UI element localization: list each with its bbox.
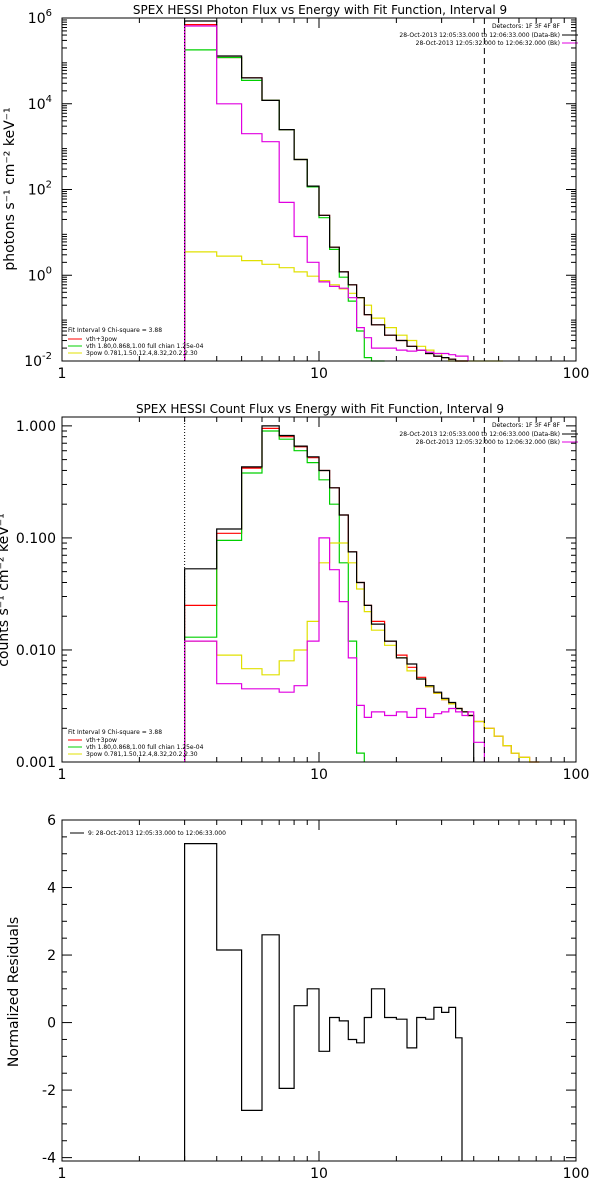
photon-flux-fit-line-1: vth+3pow xyxy=(86,336,117,343)
y-tick-label: 100 xyxy=(28,265,52,284)
y-tick-label: 4 xyxy=(47,881,56,897)
x-tick-label: 100 xyxy=(563,1166,590,1182)
photon-flux-time-bk: 28-Oct-2013 12:05:32.000 to 12:06:32.000… xyxy=(416,40,560,47)
photon-flux-ylabel: photons s⁻¹ cm⁻² keV⁻¹ xyxy=(2,107,18,270)
count-flux-series xyxy=(184,425,540,763)
series-line-1 xyxy=(184,430,365,762)
y-tick-label: 102 xyxy=(28,180,52,199)
series-line-3 xyxy=(184,425,475,762)
y-tick-label-base: 10 xyxy=(28,11,46,27)
y-tick-label-exponent: 2 xyxy=(46,180,52,191)
count-flux-markers xyxy=(184,417,485,762)
series-line-1 xyxy=(184,49,385,362)
photon-flux-legend: Detectors: 1F 3F 4F 8F 28-Oct-2013 12:05… xyxy=(399,23,578,47)
count-flux-fit-legend: Fit Interval 9 Chi-square = 3.88 vth+3po… xyxy=(68,729,204,758)
photon-flux-series xyxy=(184,20,503,362)
x-tick-label: 100 xyxy=(563,366,590,382)
residuals-ticks: 1 10 100 -4 -2 0 2 4 6 xyxy=(42,813,589,1182)
count-flux-legend: Detectors: 1F 3F 4F 8F 28-Oct-2013 12:05… xyxy=(399,422,578,446)
y-tick-label-exponent: 4 xyxy=(46,94,52,105)
x-tick-label: 10 xyxy=(310,366,328,382)
y-tick-label: 1.000 xyxy=(16,419,56,435)
count-flux-fit-line-2: vth 1.80,0.868,1.00 full chian 1.25e-04 xyxy=(86,744,204,751)
photon-flux-time-data: 28-Oct-2013 12:05:33.000 to 12:06:33.000… xyxy=(399,32,560,39)
series-line-2 xyxy=(184,542,540,763)
residuals-series xyxy=(184,843,463,1161)
photon-flux-fit-line-2: vth 1.80,0.868,1.00 full chian 1.25e-04 xyxy=(86,343,204,350)
count-flux-panel: SPEX HESSI Count Flux vs Energy with Fit… xyxy=(0,402,589,783)
photon-flux-frame xyxy=(61,17,577,362)
residuals-frame xyxy=(61,819,577,1162)
count-flux-fit-header: Fit Interval 9 Chi-square = 3.88 xyxy=(68,729,162,736)
photon-flux-panel: SPEX HESSI Photon Flux vs Energy with Fi… xyxy=(2,3,589,382)
photon-flux-title: SPEX HESSI Photon Flux vs Energy with Fi… xyxy=(133,3,507,17)
series-line-2 xyxy=(184,251,503,362)
count-flux-frame xyxy=(61,416,577,763)
photon-flux-fit-line-3: 3pow 0.781,1.50,12.4,8.32,20.2,2.30 xyxy=(86,350,198,357)
y-tick-label: 104 xyxy=(28,94,52,113)
count-flux-ylabel: counts s⁻¹ cm⁻² keV⁻¹ xyxy=(0,513,12,667)
x-tick-label: 1 xyxy=(58,767,67,783)
y-tick-label: 0.010 xyxy=(16,643,56,659)
series-line-3 xyxy=(184,20,468,362)
count-flux-time-bk: 28-Oct-2013 12:05:32.000 to 12:06:32.000… xyxy=(416,439,560,446)
x-tick-label: 10 xyxy=(310,767,328,783)
count-flux-title: SPEX HESSI Count Flux vs Energy with Fit… xyxy=(136,402,504,416)
photon-flux-markers xyxy=(184,18,485,361)
series-line-0 xyxy=(184,427,540,763)
residuals-ylabel: Normalized Residuals xyxy=(6,917,22,1067)
y-tick-label-base: 10 xyxy=(28,268,46,284)
x-tick-label: 100 xyxy=(563,767,590,783)
count-flux-fit-line-3: 3pow 0.781,1.50,12.4,8.32,20.2,2.30 xyxy=(86,751,198,758)
y-tick-label-exponent: 6 xyxy=(46,8,52,19)
residuals-panel: Normalized Residuals 1 10 100 -4 -2 0 2 4 6 9: 2… xyxy=(6,813,589,1182)
y-tick-label: 0.100 xyxy=(16,531,56,547)
y-tick-label: 0.001 xyxy=(16,755,56,771)
x-tick-label: 1 xyxy=(58,1166,67,1182)
y-tick-label: 106 xyxy=(28,8,52,27)
y-tick-label-exponent: 0 xyxy=(46,265,52,276)
count-flux-fit-line-1: vth+3pow xyxy=(86,737,117,744)
y-tick-label-base: 10 xyxy=(28,183,46,199)
count-flux-detectors: Detectors: 1F 3F 4F 8F xyxy=(492,422,561,429)
count-flux-ticks: 1 10 100 0.001 0.010 0.100 1.000 xyxy=(16,417,589,783)
series-line-4 xyxy=(184,25,469,361)
y-tick-label: 10-2 xyxy=(24,351,52,370)
y-tick-label-base: 10 xyxy=(28,97,46,113)
count-flux-time-data: 28-Oct-2013 12:05:33.000 to 12:06:33.000… xyxy=(399,431,560,438)
y-tick-label: 2 xyxy=(47,948,56,964)
residuals-legend-text: 9: 28-Oct-2013 12:05:33.000 to 12:06:33.… xyxy=(88,830,226,837)
photon-flux-fit-legend: Fit Interval 9 Chi-square = 3.88 vth+3po… xyxy=(68,327,204,357)
y-tick-label: 6 xyxy=(47,813,56,829)
y-tick-label: 0 xyxy=(47,1016,56,1032)
y-tick-label-exponent: -2 xyxy=(42,351,52,362)
series-line-4 xyxy=(184,537,485,762)
photon-flux-detectors: Detectors: 1F 3F 4F 8F xyxy=(492,23,561,30)
y-tick-label-base: 10 xyxy=(24,354,42,370)
series-line-0 xyxy=(184,843,463,1161)
y-tick-label: -2 xyxy=(42,1083,56,1099)
photon-flux-fit-header: Fit Interval 9 Chi-square = 3.88 xyxy=(68,327,162,334)
x-tick-label: 10 xyxy=(310,1166,328,1182)
x-tick-label: 1 xyxy=(58,366,67,382)
series-line-0 xyxy=(184,24,468,362)
y-tick-label: -4 xyxy=(42,1151,56,1167)
residuals-legend: 9: 28-Oct-2013 12:05:33.000 to 12:06:33.… xyxy=(70,830,226,837)
